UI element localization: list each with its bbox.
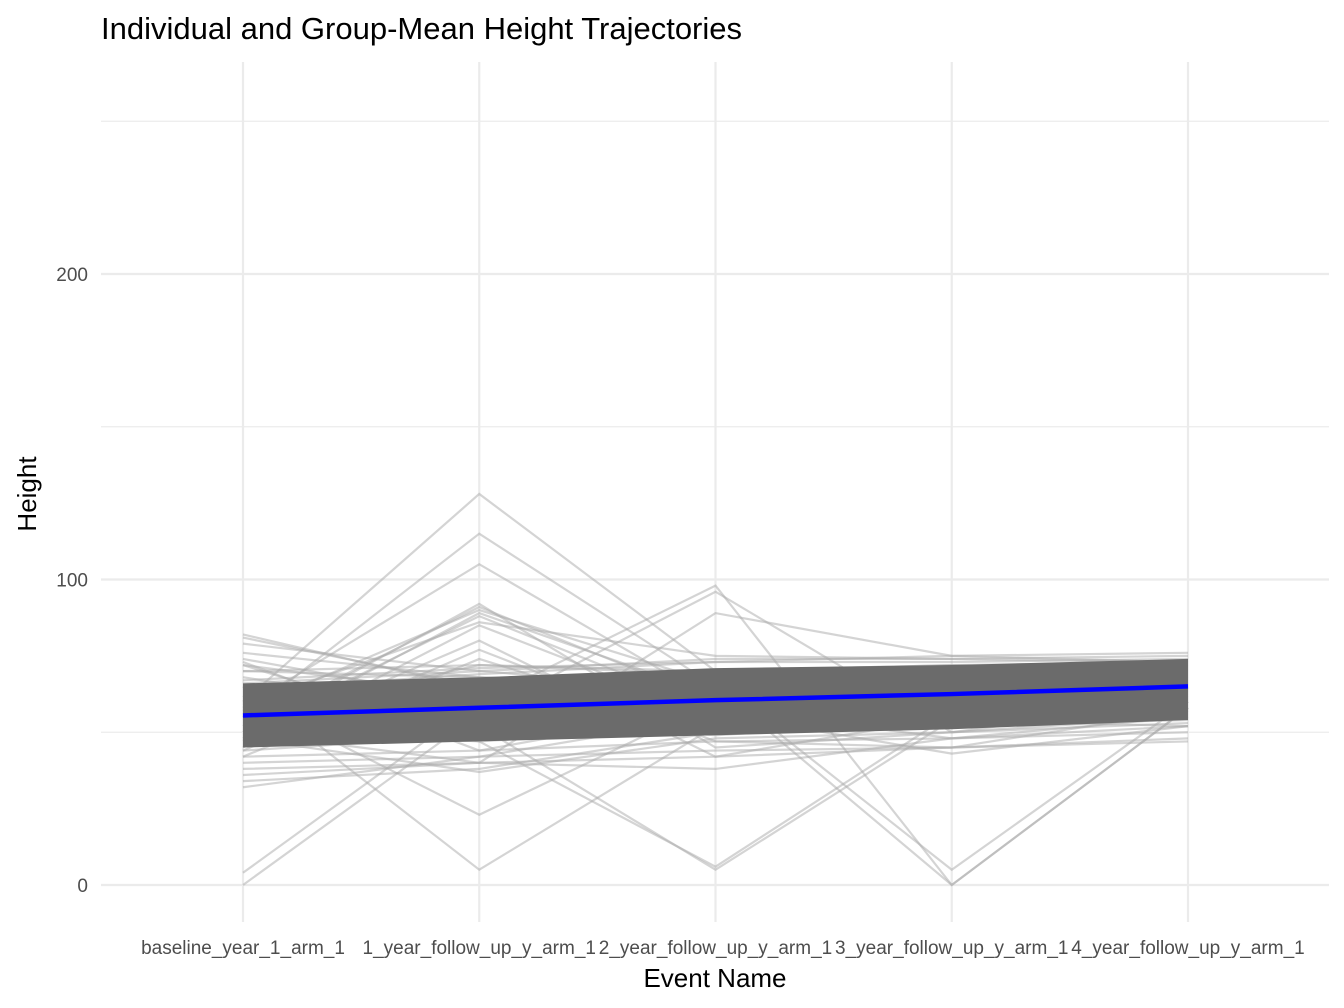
x-axis-title: Event Name: [643, 963, 786, 993]
x-tick-label: 3_year_follow_up_y_arm_1: [835, 938, 1068, 959]
mean-trajectory-line: [242, 684, 1189, 718]
y-tick-label: 100: [56, 571, 88, 592]
y-axis-tick-labels: 0 100 200: [56, 265, 88, 897]
individual-trajectory-line: [242, 721, 1189, 774]
chart-title: Individual and Group-Mean Height Traject…: [101, 11, 742, 46]
x-tick-label: baseline_year_1_arm_1: [141, 938, 345, 959]
x-tick-label: 1_year_follow_up_y_arm_1: [363, 938, 596, 959]
y-axis-title: Height: [12, 456, 42, 532]
individual-trajectory-line: [242, 654, 1189, 685]
individual-trajectory-line: [242, 725, 1189, 771]
grid: [101, 62, 1329, 922]
x-tick-label: 4_year_follow_up_y_arm_1: [1071, 938, 1304, 959]
trajectory-band: [243, 658, 1188, 748]
mean-trajectory: [242, 684, 1189, 718]
y-tick-label: 200: [56, 265, 88, 286]
x-axis-tick-labels: baseline_year_1_arm_1 1_year_follow_up_y_…: [141, 938, 1305, 959]
individual-trajectory-line: [242, 731, 1189, 758]
dense-trajectory-band: [243, 658, 1188, 748]
x-tick-label: 2_year_follow_up_y_arm_1: [599, 938, 832, 959]
individual-trajectory-line: [242, 621, 1189, 706]
y-tick-label: 0: [77, 876, 88, 897]
